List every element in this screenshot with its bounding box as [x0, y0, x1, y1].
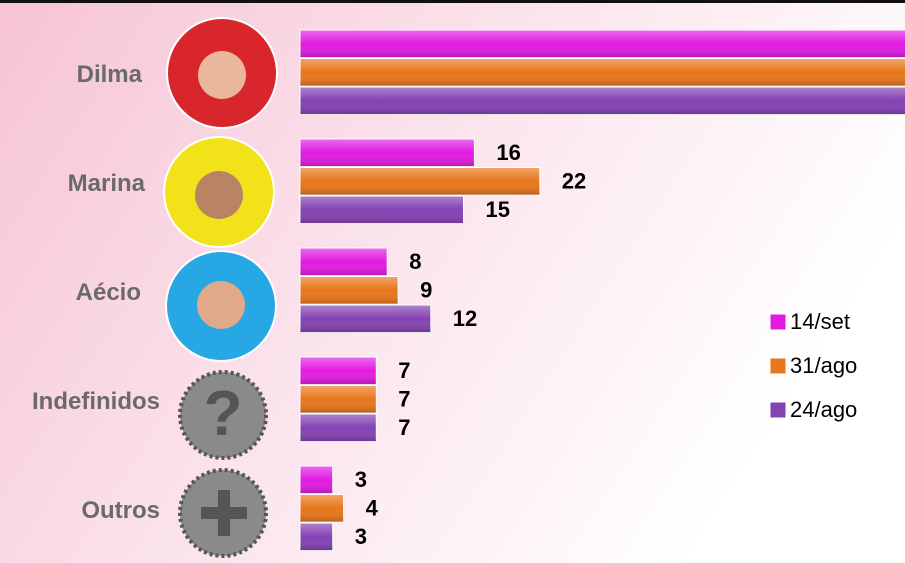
value-label: 9 [420, 278, 432, 303]
value-label: 16 [496, 140, 520, 165]
value-label: 15 [486, 197, 510, 222]
category-label: Indefinidos [32, 388, 160, 415]
value-label: 7 [398, 387, 410, 412]
legend-swatch [770, 358, 786, 374]
bar [300, 277, 398, 305]
bar [300, 30, 905, 58]
avatar-face [197, 281, 245, 329]
legend-swatch [770, 402, 786, 418]
category-label: Marina [68, 170, 146, 197]
icon-question: ? [203, 377, 242, 449]
bar [300, 248, 387, 276]
bar [300, 168, 540, 196]
bar [300, 87, 905, 115]
category-label: Aécio [76, 279, 141, 306]
legend-label: 24/ago [790, 397, 857, 422]
bar [300, 414, 376, 442]
icon-plus [201, 507, 247, 519]
bar [300, 357, 376, 385]
legend-label: 14/set [790, 309, 850, 334]
avatar-face [198, 51, 246, 99]
value-label: 3 [355, 524, 367, 549]
avatar-face [195, 171, 243, 219]
value-label: 12 [453, 306, 477, 331]
legend-label: 31/ago [790, 353, 857, 378]
value-label: 8 [409, 249, 421, 274]
legend-swatch [770, 314, 786, 330]
category-label: Outros [81, 497, 160, 524]
value-label: 4 [366, 496, 379, 521]
bar [300, 386, 376, 414]
value-label: 22 [562, 169, 586, 194]
value-label: 7 [398, 358, 410, 383]
bar [300, 305, 431, 333]
bar [300, 59, 905, 87]
bar [300, 139, 474, 167]
bar [300, 523, 333, 551]
bar [300, 495, 344, 523]
category-label: Dilma [77, 61, 143, 88]
bar [300, 466, 333, 494]
top-rule [0, 0, 905, 3]
value-label: 3 [355, 467, 367, 492]
value-label: 7 [398, 415, 410, 440]
chart: ? Dilma Marina 16 22 15 Aécio 8 9 12 Indefinidos 7… [0, 0, 905, 563]
bar [300, 196, 464, 224]
